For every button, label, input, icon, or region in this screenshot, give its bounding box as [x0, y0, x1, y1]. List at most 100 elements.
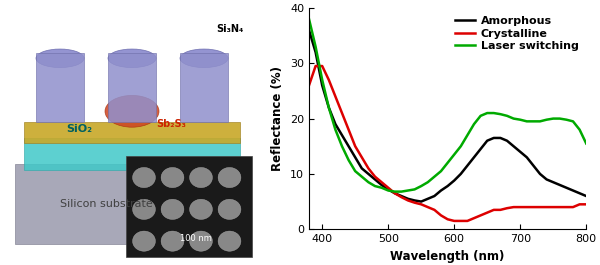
Amorphous — [378, 183, 385, 187]
Line: Crystalline: Crystalline — [309, 66, 586, 221]
Amorphous — [431, 195, 438, 198]
Circle shape — [133, 167, 155, 188]
Amorphous — [503, 139, 511, 142]
Crystalline — [404, 199, 412, 202]
Crystalline — [451, 219, 458, 223]
Laser switching — [312, 45, 319, 48]
Crystalline — [517, 206, 524, 209]
Line: Amorphous: Amorphous — [309, 30, 586, 202]
Amorphous — [404, 197, 412, 200]
Ellipse shape — [108, 49, 156, 68]
Crystalline — [371, 175, 379, 178]
FancyBboxPatch shape — [126, 156, 252, 257]
Text: Sb₂S₃: Sb₂S₃ — [156, 119, 186, 129]
Crystalline — [490, 208, 497, 211]
Amorphous — [312, 51, 319, 54]
Amorphous — [358, 167, 365, 170]
Amorphous — [391, 192, 398, 195]
Amorphous — [556, 183, 563, 187]
Amorphous — [497, 136, 504, 140]
Line: Laser switching: Laser switching — [309, 19, 586, 192]
Crystalline — [569, 206, 577, 209]
Circle shape — [161, 167, 184, 188]
Crystalline — [464, 219, 471, 223]
Crystalline — [332, 95, 339, 98]
Laser switching — [404, 189, 412, 192]
Crystalline — [437, 214, 445, 217]
Laser switching — [332, 128, 339, 131]
Amorphous — [451, 179, 458, 182]
Amorphous — [371, 178, 379, 181]
Laser switching — [338, 145, 346, 148]
Amorphous — [457, 172, 464, 175]
Circle shape — [218, 231, 241, 251]
Text: 100 nm: 100 nm — [180, 234, 212, 243]
Circle shape — [161, 231, 184, 251]
Laser switching — [497, 113, 504, 116]
Circle shape — [190, 167, 212, 188]
Laser switching — [457, 145, 464, 148]
Crystalline — [391, 192, 398, 195]
Crystalline — [338, 112, 346, 115]
FancyBboxPatch shape — [24, 122, 240, 143]
Amorphous — [470, 156, 478, 159]
Amorphous — [444, 184, 451, 188]
Crystalline — [312, 64, 319, 68]
Laser switching — [550, 117, 557, 120]
Crystalline — [325, 78, 332, 81]
Laser switching — [451, 153, 458, 156]
Crystalline — [418, 203, 425, 206]
Crystalline — [510, 206, 517, 209]
Laser switching — [418, 184, 425, 188]
Laser switching — [543, 118, 550, 121]
Laser switching — [424, 181, 431, 184]
Crystalline — [444, 218, 451, 221]
Circle shape — [161, 199, 184, 219]
Circle shape — [218, 199, 241, 219]
FancyBboxPatch shape — [108, 53, 156, 122]
Laser switching — [530, 120, 537, 123]
Crystalline — [345, 128, 352, 131]
Crystalline — [536, 206, 544, 209]
Laser switching — [437, 170, 445, 173]
Crystalline — [556, 206, 563, 209]
Crystalline — [523, 206, 530, 209]
Laser switching — [556, 117, 563, 120]
Amorphous — [490, 136, 497, 140]
Laser switching — [484, 112, 491, 115]
Laser switching — [325, 106, 332, 109]
Amorphous — [437, 189, 445, 192]
Amorphous — [550, 181, 557, 184]
Text: SiO₂: SiO₂ — [66, 125, 92, 135]
Crystalline — [484, 211, 491, 214]
Crystalline — [576, 203, 583, 206]
Laser switching — [391, 190, 398, 193]
Y-axis label: Reflectance (%): Reflectance (%) — [271, 66, 284, 171]
Laser switching — [576, 128, 583, 131]
FancyBboxPatch shape — [180, 53, 228, 122]
Legend: Amorphous, Crystalline, Laser switching: Amorphous, Crystalline, Laser switching — [451, 11, 583, 56]
Laser switching — [345, 158, 352, 162]
FancyBboxPatch shape — [24, 138, 240, 170]
Laser switching — [523, 120, 530, 123]
Ellipse shape — [105, 95, 159, 127]
Amorphous — [325, 106, 332, 109]
Amorphous — [517, 150, 524, 153]
Amorphous — [583, 195, 590, 198]
Laser switching — [477, 114, 484, 117]
Amorphous — [418, 200, 425, 203]
Laser switching — [378, 186, 385, 189]
Amorphous — [530, 164, 537, 167]
Crystalline — [398, 196, 405, 199]
Amorphous — [352, 156, 359, 159]
Circle shape — [218, 167, 241, 188]
Crystalline — [543, 206, 550, 209]
Amorphous — [332, 122, 339, 126]
Laser switching — [411, 188, 418, 191]
Laser switching — [444, 161, 451, 164]
Amorphous — [424, 197, 431, 200]
Amorphous — [305, 28, 313, 32]
Circle shape — [133, 199, 155, 219]
Amorphous — [345, 145, 352, 148]
Crystalline — [497, 208, 504, 211]
